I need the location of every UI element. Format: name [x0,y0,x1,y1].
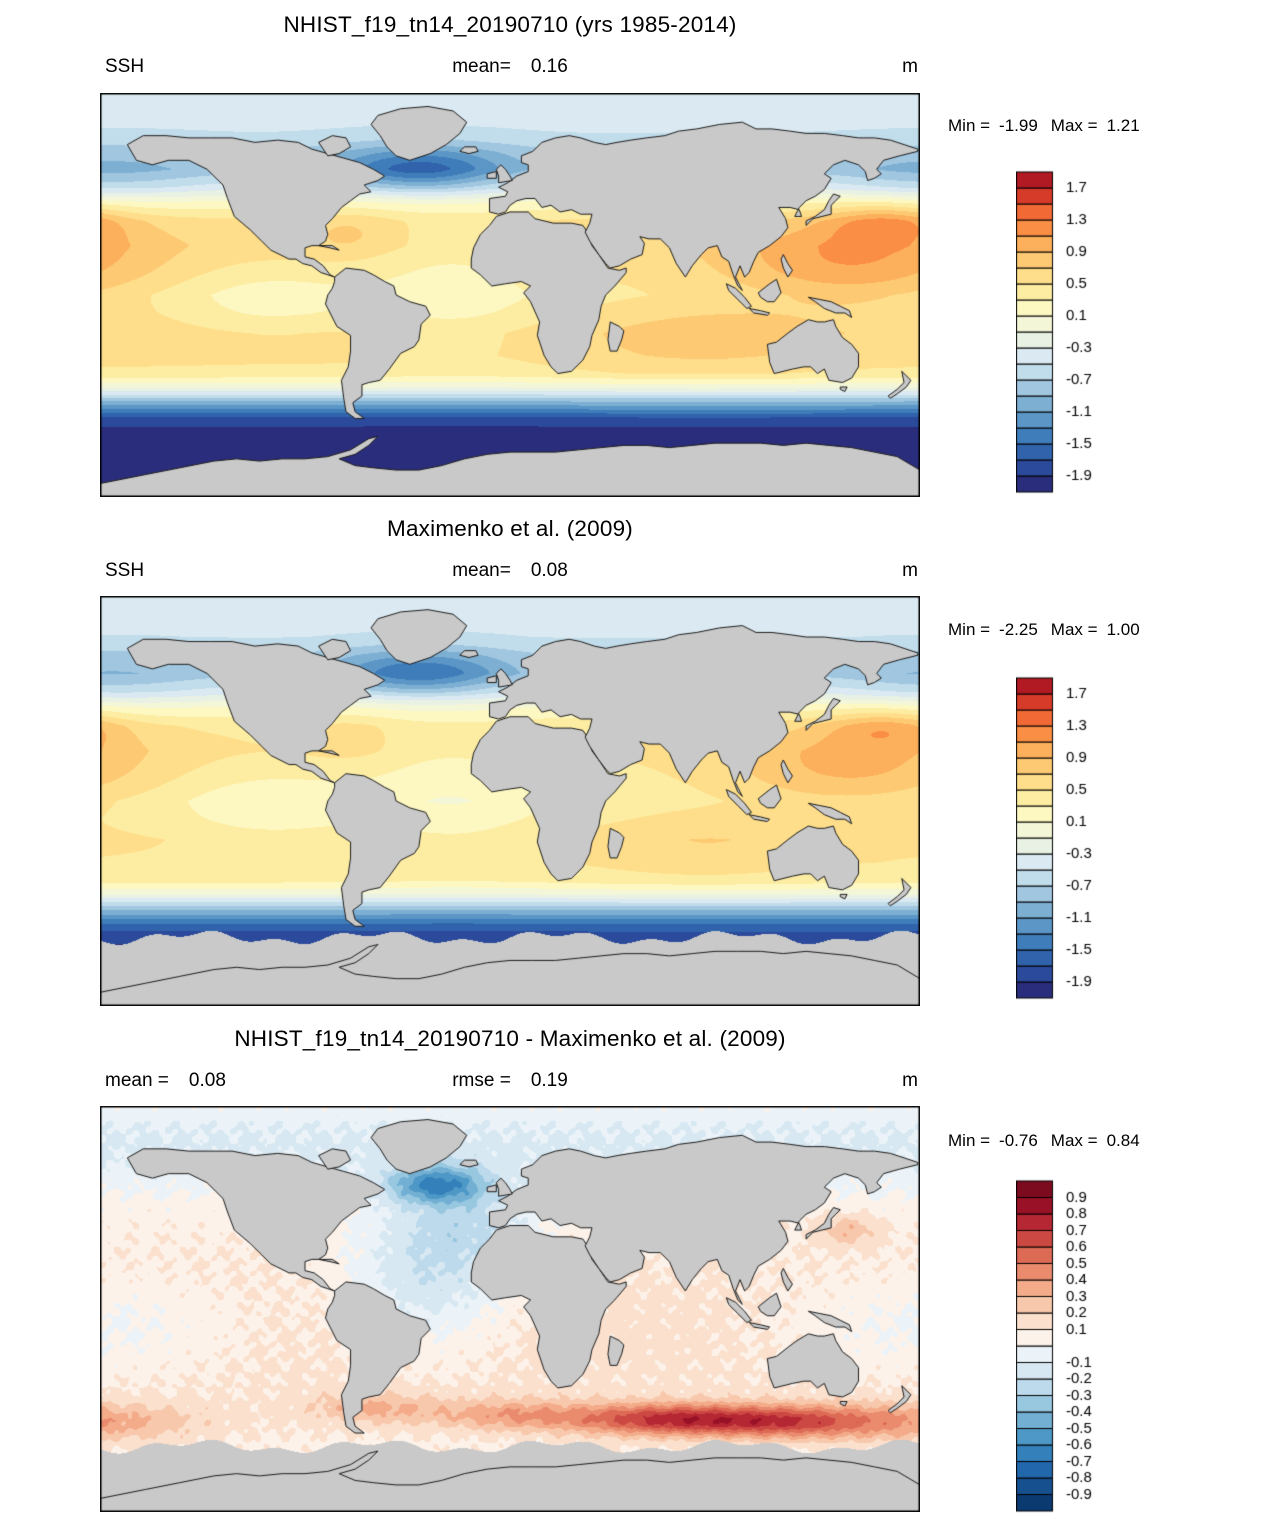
max-value: 1.21 [1106,116,1140,135]
mean-label: mean= [452,56,511,77]
mean-label: mean= [452,560,511,581]
units-label: m [902,1070,918,1091]
max-label: Max = [1050,620,1098,639]
colorbar-model [1016,168,1116,496]
min-value: -1.99 [999,116,1038,135]
mean-value: 0.08 [188,1070,226,1091]
panel-obs-subheader: SSH mean= 0.08 m [100,560,920,586]
mean-label: mean = [105,1070,169,1091]
units-label: m [902,56,918,77]
panel-obs-title: Maximenko et al. (2009) [387,516,633,541]
min-label: Min = [948,116,991,135]
max-label: Max = [1050,1131,1098,1150]
max-label: Max = [1050,116,1098,135]
min-label: Min = [948,620,991,639]
panel-diff-minmax: Min = -0.76 Max = 0.84 [948,1131,1140,1151]
panel-obs-variable: SSH [105,560,164,582]
map-model-canvas [100,93,920,497]
panel-diff-mean: mean = 0.08 [105,1070,226,1092]
colorbar-diff [1016,1177,1116,1515]
max-value: 1.00 [1106,620,1140,639]
panel-obs-mean: mean= 0.08 [100,560,920,582]
panel-model-variable: SSH [105,56,164,78]
units-label: m [902,560,918,581]
mean-value: 0.16 [530,56,568,77]
max-value: 0.84 [1106,1131,1140,1150]
rmse-value: 0.19 [530,1070,568,1091]
panel-model-title: NHIST_f19_tn14_20190710 (yrs 1985-2014) [283,12,737,37]
rmse-label: rmse = [452,1070,511,1091]
min-value: -2.25 [999,620,1038,639]
panel-diff-title: NHIST_f19_tn14_20190710 - Maximenko et a… [234,1026,786,1051]
panel-diff-subheader: mean = 0.08 rmse = 0.19 m [100,1070,920,1096]
variable-label: SSH [105,560,145,581]
panel-diff-rmse: rmse = 0.19 [100,1070,920,1092]
mean-value: 0.08 [530,560,568,581]
min-label: Min = [948,1131,991,1150]
variable-label: SSH [105,56,145,77]
panel-model-minmax: Min = -1.99 Max = 1.21 [948,116,1140,136]
colorbar-obs [1016,674,1116,1002]
panel-model-mean: mean= 0.16 [100,56,920,78]
min-value: -0.76 [999,1131,1038,1150]
panel-model-subheader: SSH mean= 0.16 m [100,56,920,82]
map-obs-canvas [100,596,920,1006]
panel-obs-minmax: Min = -2.25 Max = 1.00 [948,620,1140,640]
map-diff-canvas [100,1106,920,1512]
